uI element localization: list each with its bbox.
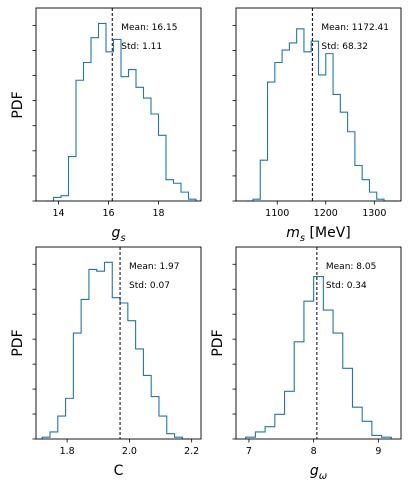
x-tick-label: 2.2	[184, 446, 199, 457]
axes-frame	[35, 7, 202, 202]
axes-frame	[235, 246, 402, 440]
x-axis-label-subscript: s	[120, 233, 125, 244]
mean-annotation: Mean: 16.15	[121, 23, 177, 33]
chart-panel-4: 7 8 9 Mean: 8.05 Std: 0.34 gω PDF	[210, 246, 402, 482]
x-axis-label: gs	[111, 225, 125, 244]
x-tick-label: 14	[52, 208, 64, 219]
x-tick-label: 16	[102, 208, 114, 219]
histogram-series-1	[46, 22, 197, 202]
y-axis-label: PDF	[10, 329, 26, 356]
mean-annotation: Mean: 1172.41	[321, 23, 389, 33]
x-axis-label-base: g	[310, 463, 319, 479]
axes-frame	[235, 7, 402, 202]
chart-panel-3: 1.8 2.0 2.2 Mean: 1.97 Std: 0.07 C PDF	[10, 246, 202, 479]
x-tick-label: 9	[375, 446, 381, 457]
x-axis-label-subscript: ω	[319, 471, 327, 482]
histogram-series-3	[41, 261, 191, 440]
x-tick-label: 1300	[362, 208, 386, 219]
chart-panel-1: 14 16 18 Mean: 16.15 Std: 1.11 gs PDF	[10, 7, 202, 244]
x-tick-label: 8	[311, 446, 317, 457]
x-axis-label-base: g	[111, 225, 120, 241]
x-tick-label: 1.8	[60, 446, 75, 457]
chart-panel-2: 1100 1200 1300 Mean: 1172.41 Std: 68.32 ms [M…	[232, 7, 402, 244]
x-axis-label: C	[114, 463, 124, 479]
y-axis-label: PDF	[10, 91, 26, 118]
x-tick-label: 2.0	[122, 446, 137, 457]
axes-frame	[35, 246, 202, 440]
mean-annotation: Mean: 8.05	[326, 262, 376, 272]
x-axis-label-suffix: [MeV]	[305, 225, 351, 241]
x-axis-label-subscript: s	[300, 233, 305, 244]
x-axis-label: ms [MeV]	[286, 225, 351, 244]
x-axis-label-base: C	[114, 463, 124, 479]
x-tick-label: 1200	[314, 208, 338, 219]
x-axis-label-base: m	[286, 225, 300, 241]
std-annotation: Std: 1.11	[121, 42, 162, 52]
x-axis-label: gω	[310, 463, 327, 482]
std-annotation: Std: 68.32	[321, 42, 368, 52]
x-tick-label: 18	[152, 208, 164, 219]
histogram-series-2	[245, 28, 399, 202]
histogram-series-4	[245, 275, 392, 439]
x-tick-label: 7	[246, 446, 252, 457]
x-tick-label: 1100	[265, 208, 289, 219]
y-axis-label: PDF	[210, 329, 226, 356]
std-annotation: Std: 0.34	[326, 281, 367, 291]
std-annotation: Std: 0.07	[129, 281, 170, 291]
mean-annotation: Mean: 1.97	[129, 262, 179, 272]
